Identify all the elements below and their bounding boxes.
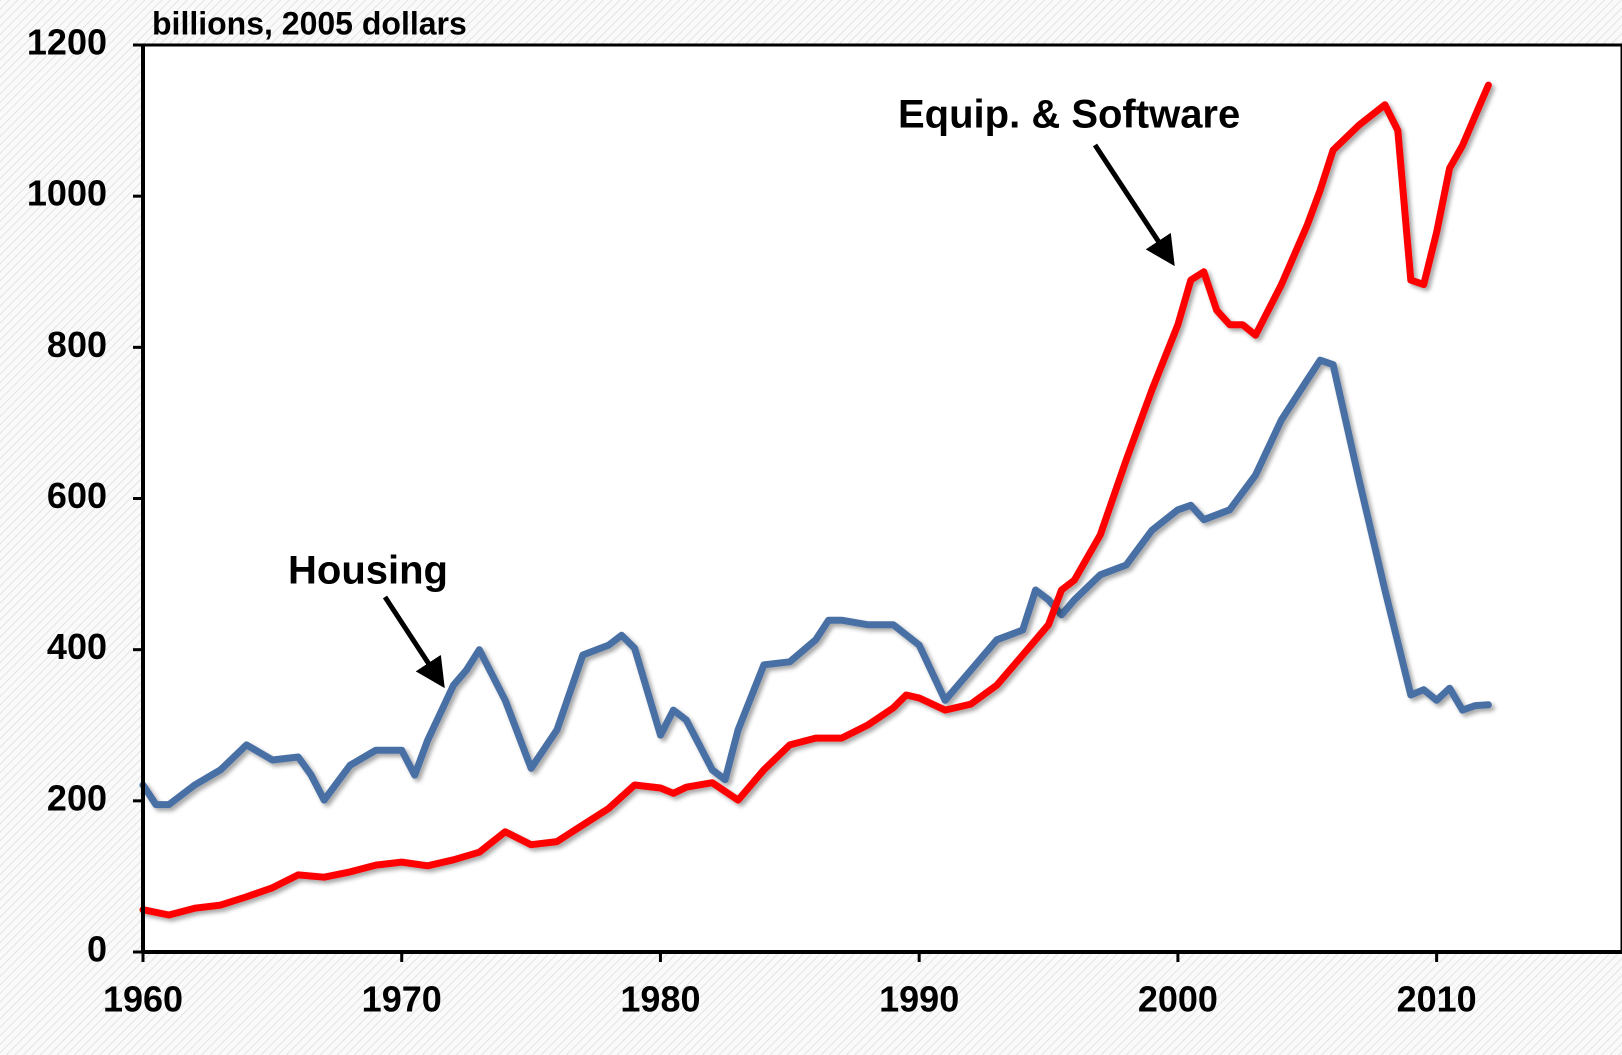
x-tick-label: 1970 [362, 979, 442, 1020]
series-line [139, 81, 1492, 919]
y-tick-label: 600 [47, 475, 107, 516]
series-line [139, 356, 1492, 809]
arrow [382, 595, 445, 689]
arrow [1092, 143, 1175, 267]
x-tick-label: 1980 [620, 979, 700, 1020]
series-annotation: Equip. & Software [898, 93, 1240, 137]
y-tick-label: 1000 [27, 173, 107, 214]
y-tick-label: 0 [87, 929, 107, 970]
y-axis-label: billions, 2005 dollars [152, 5, 467, 41]
y-tick-label: 400 [47, 626, 107, 667]
x-tick-label: 2000 [1138, 979, 1218, 1020]
plot-area [141, 43, 1622, 954]
y-tick-label: 1200 [27, 22, 107, 63]
x-tick-label: 1960 [103, 979, 183, 1020]
y-tick-label: 200 [47, 777, 107, 818]
x-tick-label: 1990 [879, 979, 959, 1020]
y-tick-label: 800 [47, 324, 107, 365]
series-annotation: Housing [288, 549, 448, 593]
x-tick-label: 2010 [1397, 979, 1477, 1020]
